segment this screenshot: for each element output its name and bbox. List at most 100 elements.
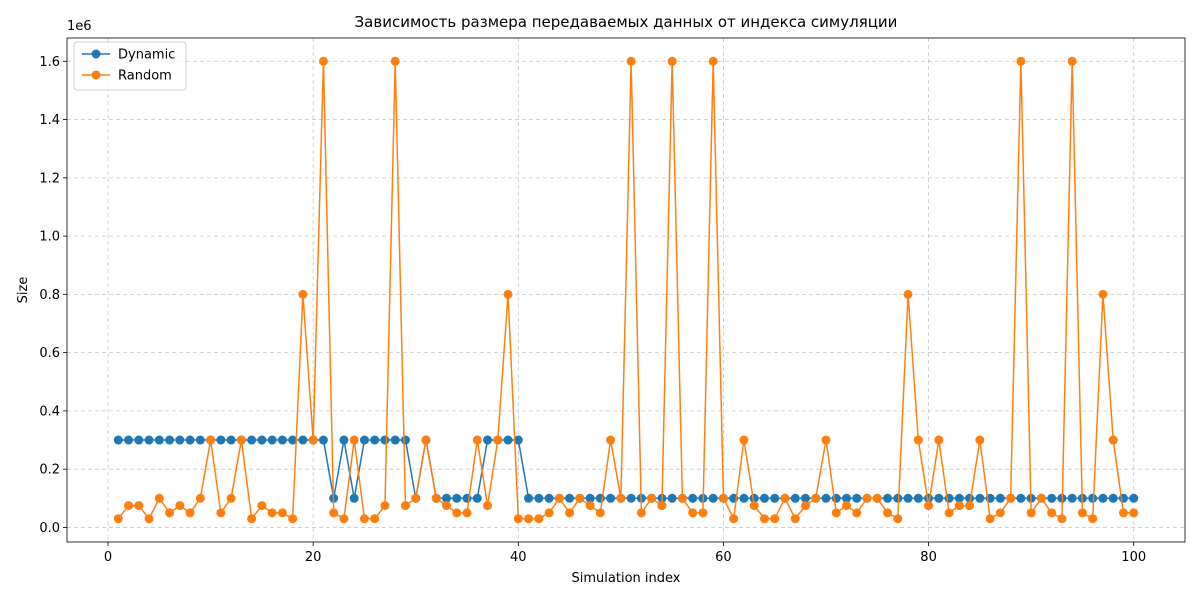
data-point-random	[257, 501, 267, 511]
data-point-dynamic	[544, 493, 554, 503]
data-point-dynamic	[185, 435, 195, 445]
data-point-dynamic	[370, 435, 380, 445]
data-point-random	[1108, 435, 1118, 445]
data-point-random	[329, 508, 339, 518]
y-tick-label: 0.8	[39, 288, 60, 303]
data-point-dynamic	[852, 493, 862, 503]
data-point-random	[657, 501, 667, 511]
data-point-random	[1047, 508, 1057, 518]
y-axis-label: Size	[16, 277, 31, 304]
data-point-dynamic	[1098, 493, 1108, 503]
data-point-dynamic	[759, 493, 769, 503]
data-point-random	[349, 435, 359, 445]
data-point-random	[288, 514, 298, 524]
data-point-random	[1129, 508, 1139, 518]
data-point-random	[472, 435, 482, 445]
y-axis-offset-label: 1e6	[67, 19, 92, 34]
data-point-random	[606, 435, 616, 445]
data-point-random	[1077, 508, 1087, 518]
data-point-random	[267, 508, 277, 518]
x-tick-label: 40	[510, 550, 527, 565]
data-point-random	[1057, 514, 1067, 524]
data-point-dynamic	[400, 435, 410, 445]
data-point-dynamic	[226, 435, 236, 445]
data-point-dynamic	[349, 493, 359, 503]
data-point-dynamic	[277, 435, 287, 445]
data-point-random	[800, 501, 810, 511]
data-point-random	[944, 508, 954, 518]
data-point-random	[995, 508, 1005, 518]
data-point-random	[759, 514, 769, 524]
data-point-random	[975, 435, 985, 445]
legend-marker-random	[91, 70, 101, 80]
data-point-dynamic	[667, 493, 677, 503]
data-point-random	[113, 514, 123, 524]
data-point-dynamic	[154, 435, 164, 445]
data-point-random	[124, 501, 134, 511]
data-point-dynamic	[380, 435, 390, 445]
data-point-random	[1016, 56, 1026, 66]
data-point-dynamic	[842, 493, 852, 503]
data-point-dynamic	[216, 435, 226, 445]
data-point-random	[144, 514, 154, 524]
data-point-random	[195, 493, 205, 503]
data-point-dynamic	[903, 493, 913, 503]
data-point-random	[1036, 493, 1046, 503]
data-point-dynamic	[975, 493, 985, 503]
data-point-random	[226, 493, 236, 503]
grid	[67, 38, 1185, 542]
data-point-random	[134, 501, 144, 511]
data-point-dynamic	[195, 435, 205, 445]
data-point-dynamic	[913, 493, 923, 503]
data-point-random	[852, 508, 862, 518]
data-point-random	[585, 501, 595, 511]
data-point-dynamic	[893, 493, 903, 503]
data-point-dynamic	[113, 435, 123, 445]
data-point-dynamic	[134, 435, 144, 445]
data-point-dynamic	[1129, 493, 1139, 503]
y-tick-label: 0.6	[39, 346, 60, 361]
data-point-dynamic	[318, 435, 328, 445]
data-point-random	[175, 501, 185, 511]
data-point-dynamic	[442, 493, 452, 503]
y-tick-label: 0.0	[39, 521, 60, 536]
data-point-random	[718, 493, 728, 503]
y-tick-label: 0.4	[39, 404, 60, 419]
data-point-random	[729, 514, 739, 524]
data-point-random	[442, 501, 452, 511]
data-point-random	[308, 435, 318, 445]
data-point-dynamic	[626, 493, 636, 503]
data-point-dynamic	[995, 493, 1005, 503]
data-point-random	[524, 514, 534, 524]
y-tick-label: 0.2	[39, 463, 60, 478]
data-point-random	[667, 56, 677, 66]
data-point-dynamic	[267, 435, 277, 445]
data-point-dynamic	[339, 435, 349, 445]
data-point-dynamic	[934, 493, 944, 503]
data-point-dynamic	[298, 435, 308, 445]
data-point-dynamic	[175, 435, 185, 445]
axis-ticks: 0 20 40 60 80 100 0.0 0.2 0.4 0.6 0.8 1.0 1.2 1.4 1.6	[39, 55, 1146, 565]
data-point-random	[811, 493, 821, 503]
data-point-random	[390, 56, 400, 66]
data-point-random	[790, 514, 800, 524]
legend: Dynamic Random	[73, 41, 187, 91]
data-point-random	[1118, 508, 1128, 518]
x-tick-label: 60	[715, 550, 732, 565]
data-point-random	[677, 493, 687, 503]
data-point-random	[770, 514, 780, 524]
data-point-random	[913, 435, 923, 445]
y-tick-label: 1.6	[39, 55, 60, 70]
data-point-random	[534, 514, 544, 524]
data-point-random	[565, 508, 575, 518]
data-point-random	[370, 514, 380, 524]
legend-label-random: Random	[118, 69, 172, 84]
data-point-random	[400, 501, 410, 511]
data-point-dynamic	[524, 493, 534, 503]
data-point-random	[708, 56, 718, 66]
data-point-dynamic	[606, 493, 616, 503]
data-point-random	[872, 493, 882, 503]
data-point-random	[821, 435, 831, 445]
